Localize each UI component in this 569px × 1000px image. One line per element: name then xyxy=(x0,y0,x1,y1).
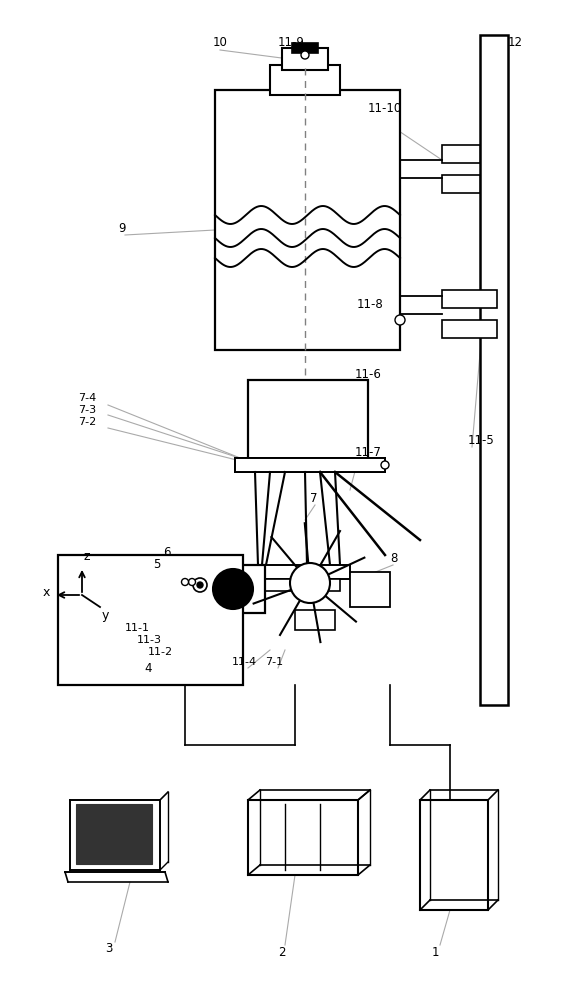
Bar xyxy=(248,800,358,875)
Circle shape xyxy=(213,569,253,609)
Text: 7: 7 xyxy=(310,491,318,504)
Text: 8: 8 xyxy=(390,552,397,564)
Text: 11-10: 11-10 xyxy=(368,102,402,114)
Text: 1: 1 xyxy=(432,946,439,958)
Bar xyxy=(76,804,152,864)
Circle shape xyxy=(290,563,330,603)
Text: 10: 10 xyxy=(213,36,228,49)
Bar xyxy=(442,320,497,338)
Bar xyxy=(292,43,318,53)
Text: 4: 4 xyxy=(144,662,151,674)
Text: y: y xyxy=(102,609,109,622)
Text: 11-7: 11-7 xyxy=(355,446,382,460)
Text: 5: 5 xyxy=(153,558,160,572)
Circle shape xyxy=(395,315,405,325)
Circle shape xyxy=(381,461,389,469)
Circle shape xyxy=(197,582,203,588)
Text: 11-3: 11-3 xyxy=(137,635,162,645)
Text: 11-4: 11-4 xyxy=(232,657,257,667)
Bar xyxy=(248,380,368,460)
Text: z: z xyxy=(84,550,90,563)
Text: 11-5: 11-5 xyxy=(468,434,495,446)
Text: 11-1: 11-1 xyxy=(125,623,150,633)
Text: 7-3: 7-3 xyxy=(78,405,96,415)
Text: 3: 3 xyxy=(105,942,112,954)
Bar xyxy=(215,185,400,280)
Text: 12: 12 xyxy=(508,36,523,49)
Text: 11-9: 11-9 xyxy=(278,36,305,49)
Bar xyxy=(270,65,340,95)
Bar xyxy=(350,572,390,607)
Text: 9: 9 xyxy=(118,222,126,234)
Bar xyxy=(442,145,480,163)
Circle shape xyxy=(188,578,196,585)
Text: 11-2: 11-2 xyxy=(148,647,173,657)
Text: 6: 6 xyxy=(163,546,171,558)
Circle shape xyxy=(182,578,188,585)
Bar xyxy=(295,610,335,630)
Text: 7-1: 7-1 xyxy=(265,657,283,667)
Text: 7-2: 7-2 xyxy=(78,417,96,427)
Text: 11-6: 11-6 xyxy=(355,368,382,381)
Circle shape xyxy=(193,578,207,592)
Text: x: x xyxy=(43,586,50,599)
Bar xyxy=(185,565,265,613)
Text: 2: 2 xyxy=(278,946,286,958)
Bar xyxy=(58,555,243,685)
Bar xyxy=(282,48,328,70)
Bar xyxy=(420,800,488,910)
Text: 7-4: 7-4 xyxy=(78,393,96,403)
Bar xyxy=(235,458,385,472)
Bar xyxy=(235,458,385,472)
Bar xyxy=(442,290,497,308)
Bar xyxy=(442,175,480,193)
Circle shape xyxy=(301,51,309,59)
Text: 11-8: 11-8 xyxy=(357,298,384,312)
Bar xyxy=(480,35,508,705)
Bar xyxy=(215,90,400,350)
Bar xyxy=(250,565,350,579)
Bar xyxy=(260,579,340,591)
